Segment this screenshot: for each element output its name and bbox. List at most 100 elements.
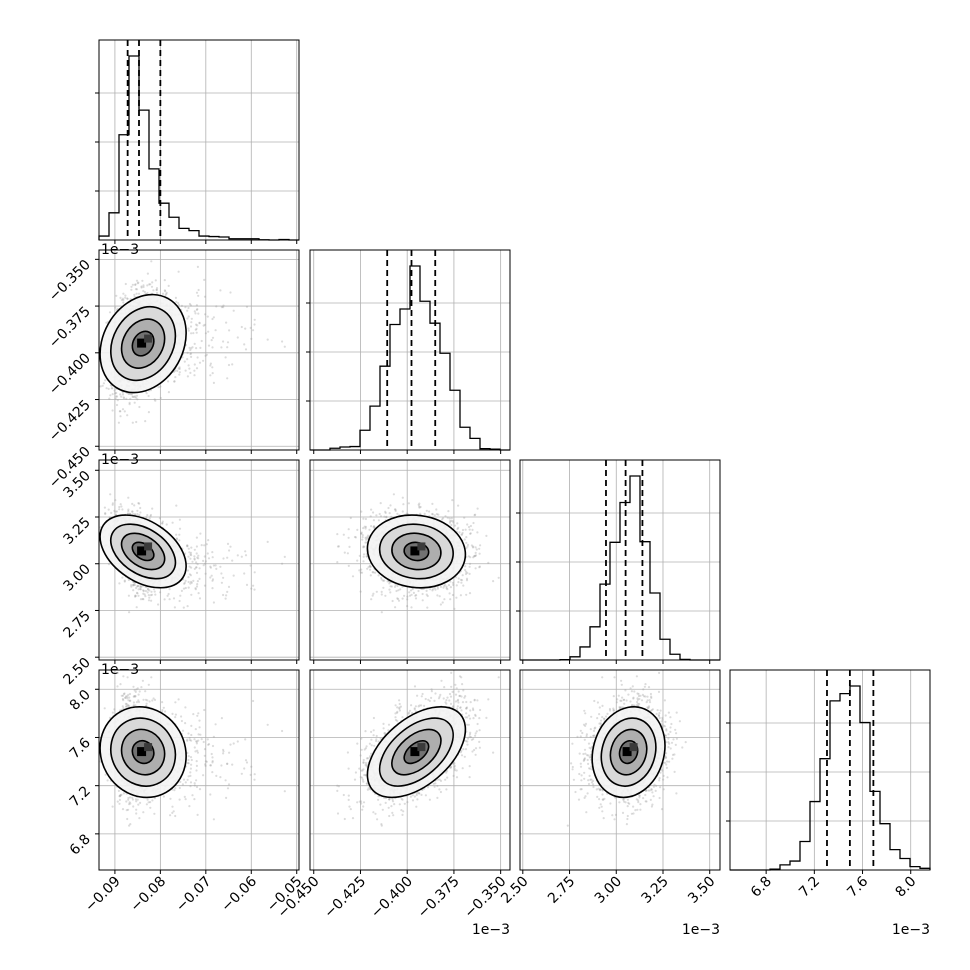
sample-point bbox=[211, 346, 214, 349]
sample-point bbox=[184, 369, 187, 372]
sample-point bbox=[114, 499, 117, 502]
y-offset-label: 1e−3 bbox=[101, 242, 139, 258]
sample-point bbox=[105, 321, 108, 324]
sample-point bbox=[187, 315, 190, 318]
sample-point bbox=[189, 348, 192, 352]
sample-point bbox=[136, 282, 139, 285]
sample-point bbox=[194, 312, 197, 315]
sample-point bbox=[205, 543, 208, 546]
sample-point bbox=[266, 540, 269, 544]
sample-point bbox=[198, 322, 201, 325]
sample-point bbox=[222, 576, 225, 579]
sample-point bbox=[225, 321, 228, 324]
sample-point bbox=[203, 544, 206, 547]
sample-point bbox=[283, 555, 286, 559]
sample-point bbox=[211, 556, 214, 559]
sample-point bbox=[183, 581, 186, 584]
sample-point bbox=[243, 343, 246, 346]
sample-point bbox=[211, 587, 214, 590]
sample-point bbox=[190, 554, 193, 557]
sample-point bbox=[188, 565, 191, 568]
sample-point bbox=[152, 289, 155, 292]
sample-point bbox=[133, 504, 136, 507]
x-tick-label: 8.0 bbox=[892, 874, 919, 901]
sample-point bbox=[123, 580, 126, 583]
sample-point bbox=[196, 324, 199, 327]
sample-point bbox=[144, 595, 147, 598]
sample-point bbox=[127, 508, 130, 511]
sample-point bbox=[244, 327, 247, 330]
sample-point bbox=[189, 352, 192, 356]
sample-point bbox=[180, 304, 183, 307]
sample-point bbox=[103, 506, 106, 509]
sample-point bbox=[136, 509, 139, 512]
sample-point bbox=[119, 296, 122, 299]
sample-point bbox=[107, 508, 110, 511]
sample-point bbox=[193, 363, 196, 366]
sample-point bbox=[194, 588, 197, 591]
sample-point bbox=[128, 611, 131, 614]
sample-point bbox=[89, 388, 91, 390]
sample-point bbox=[186, 569, 189, 572]
sample-point bbox=[130, 585, 133, 588]
sample-point bbox=[253, 571, 256, 574]
sample-point bbox=[104, 379, 107, 382]
sample-point bbox=[212, 381, 215, 384]
sample-point bbox=[139, 587, 142, 591]
sample-point bbox=[134, 288, 138, 291]
sample-point bbox=[177, 270, 180, 273]
sample-point bbox=[141, 597, 144, 601]
sample-point bbox=[236, 336, 239, 339]
sample-point bbox=[137, 584, 140, 587]
sample-point bbox=[229, 545, 232, 548]
sample-point bbox=[115, 395, 119, 398]
sample-point bbox=[147, 411, 150, 414]
histogram-step bbox=[520, 475, 720, 661]
sample-point bbox=[139, 506, 142, 510]
sample-point bbox=[99, 385, 102, 388]
sample-point bbox=[115, 403, 119, 407]
sample-point bbox=[107, 387, 110, 390]
x-tick-label: 6.8 bbox=[748, 874, 775, 901]
sample-point bbox=[167, 592, 170, 596]
sample-point bbox=[140, 286, 143, 289]
sample-point bbox=[131, 510, 134, 513]
sample-point bbox=[119, 415, 122, 418]
sample-point bbox=[123, 579, 126, 582]
sample-point bbox=[209, 566, 212, 569]
sample-point bbox=[188, 367, 191, 370]
sample-point bbox=[197, 312, 200, 315]
sample-point bbox=[155, 288, 158, 291]
sample-point bbox=[197, 294, 200, 297]
sample-point bbox=[135, 420, 138, 424]
sample-point bbox=[126, 297, 129, 300]
x-tick-label: 7.2 bbox=[796, 874, 823, 901]
sample-point bbox=[133, 293, 136, 296]
sample-point bbox=[109, 394, 112, 397]
sample-point bbox=[121, 297, 124, 300]
sample-point bbox=[209, 576, 212, 579]
sample-point bbox=[132, 513, 135, 516]
sample-point bbox=[229, 291, 232, 294]
sample-point bbox=[232, 309, 235, 312]
sample-point bbox=[193, 548, 196, 551]
sample-point bbox=[130, 584, 133, 587]
sample-point bbox=[190, 321, 193, 324]
sample-point bbox=[139, 586, 142, 589]
sample-point bbox=[196, 563, 199, 566]
sample-point bbox=[196, 265, 199, 268]
sample-point bbox=[174, 296, 177, 299]
sample-point bbox=[140, 585, 143, 589]
sample-point bbox=[212, 316, 215, 319]
sample-point bbox=[147, 599, 151, 602]
histogram-panel-1 bbox=[306, 249, 511, 454]
panel-border bbox=[98, 249, 300, 451]
sample-point bbox=[111, 503, 114, 506]
sample-point bbox=[193, 342, 196, 345]
sample-point bbox=[120, 505, 123, 508]
sample-point bbox=[137, 502, 140, 505]
sample-point bbox=[150, 599, 153, 602]
sample-point bbox=[128, 401, 131, 404]
sample-point bbox=[195, 367, 199, 370]
